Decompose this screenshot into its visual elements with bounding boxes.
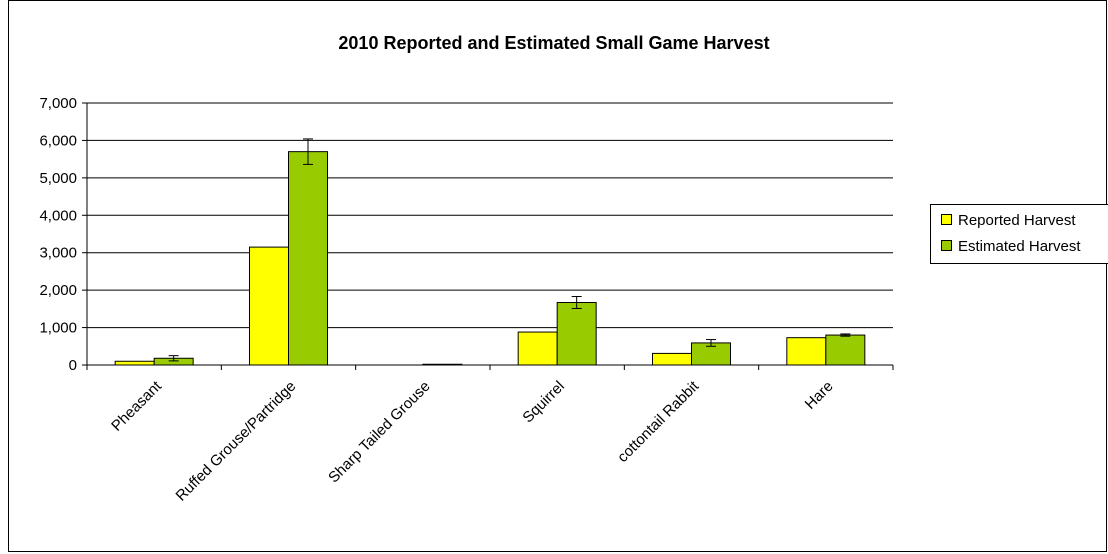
bar-reported [517,331,558,366]
legend-swatch-estimated [941,240,952,251]
y-tick-label: 0 [69,357,77,374]
y-tick-label: 4,000 [39,207,77,224]
x-tick-label: Pheasant [108,377,165,434]
legend: Reported Harvest Estimated Harvest [930,204,1108,264]
bar-estimated [556,301,597,366]
legend-item-estimated: Estimated Harvest [941,237,1081,257]
x-tick-label: Ruffed Grouse/Partridge [173,378,300,505]
bar-reported [652,352,692,366]
y-tick-label: 7,000 [39,95,77,112]
x-tick-label: cottontail Rabbit [614,377,703,466]
bar-estimated [422,363,463,366]
bar-reported [786,337,827,366]
chart-title: 2010 Reported and Estimated Small Game H… [338,33,770,53]
y-tick-label: 6,000 [39,132,77,149]
x-tick-label: Sharp Tailed Grouse [325,378,434,487]
y-tick-label: 5,000 [39,170,77,187]
legend-label-estimated: Estimated Harvest [958,238,1081,255]
y-tick-label: 1,000 [39,320,77,337]
chart-plot: 0 1,000 2,000 3,000 4,000 5,000 6,000 7,000 Phea… [39,95,894,505]
legend-item-reported: Reported Harvest [941,211,1076,231]
x-tick-label: Squirrel [519,378,568,427]
x-tick-label: Hare [802,378,837,413]
bar-estimated [288,151,328,366]
legend-swatch-reported [941,214,952,225]
bar-estimated [825,334,866,366]
y-tick-label: 2,000 [39,282,77,299]
bar-reported [249,246,289,366]
legend-label-reported: Reported Harvest [958,212,1076,229]
chart-frame: 2010 Reported and Estimated Small Game H… [8,0,1108,552]
y-tick-label: 3,000 [39,245,77,262]
bar-reported [114,360,155,366]
